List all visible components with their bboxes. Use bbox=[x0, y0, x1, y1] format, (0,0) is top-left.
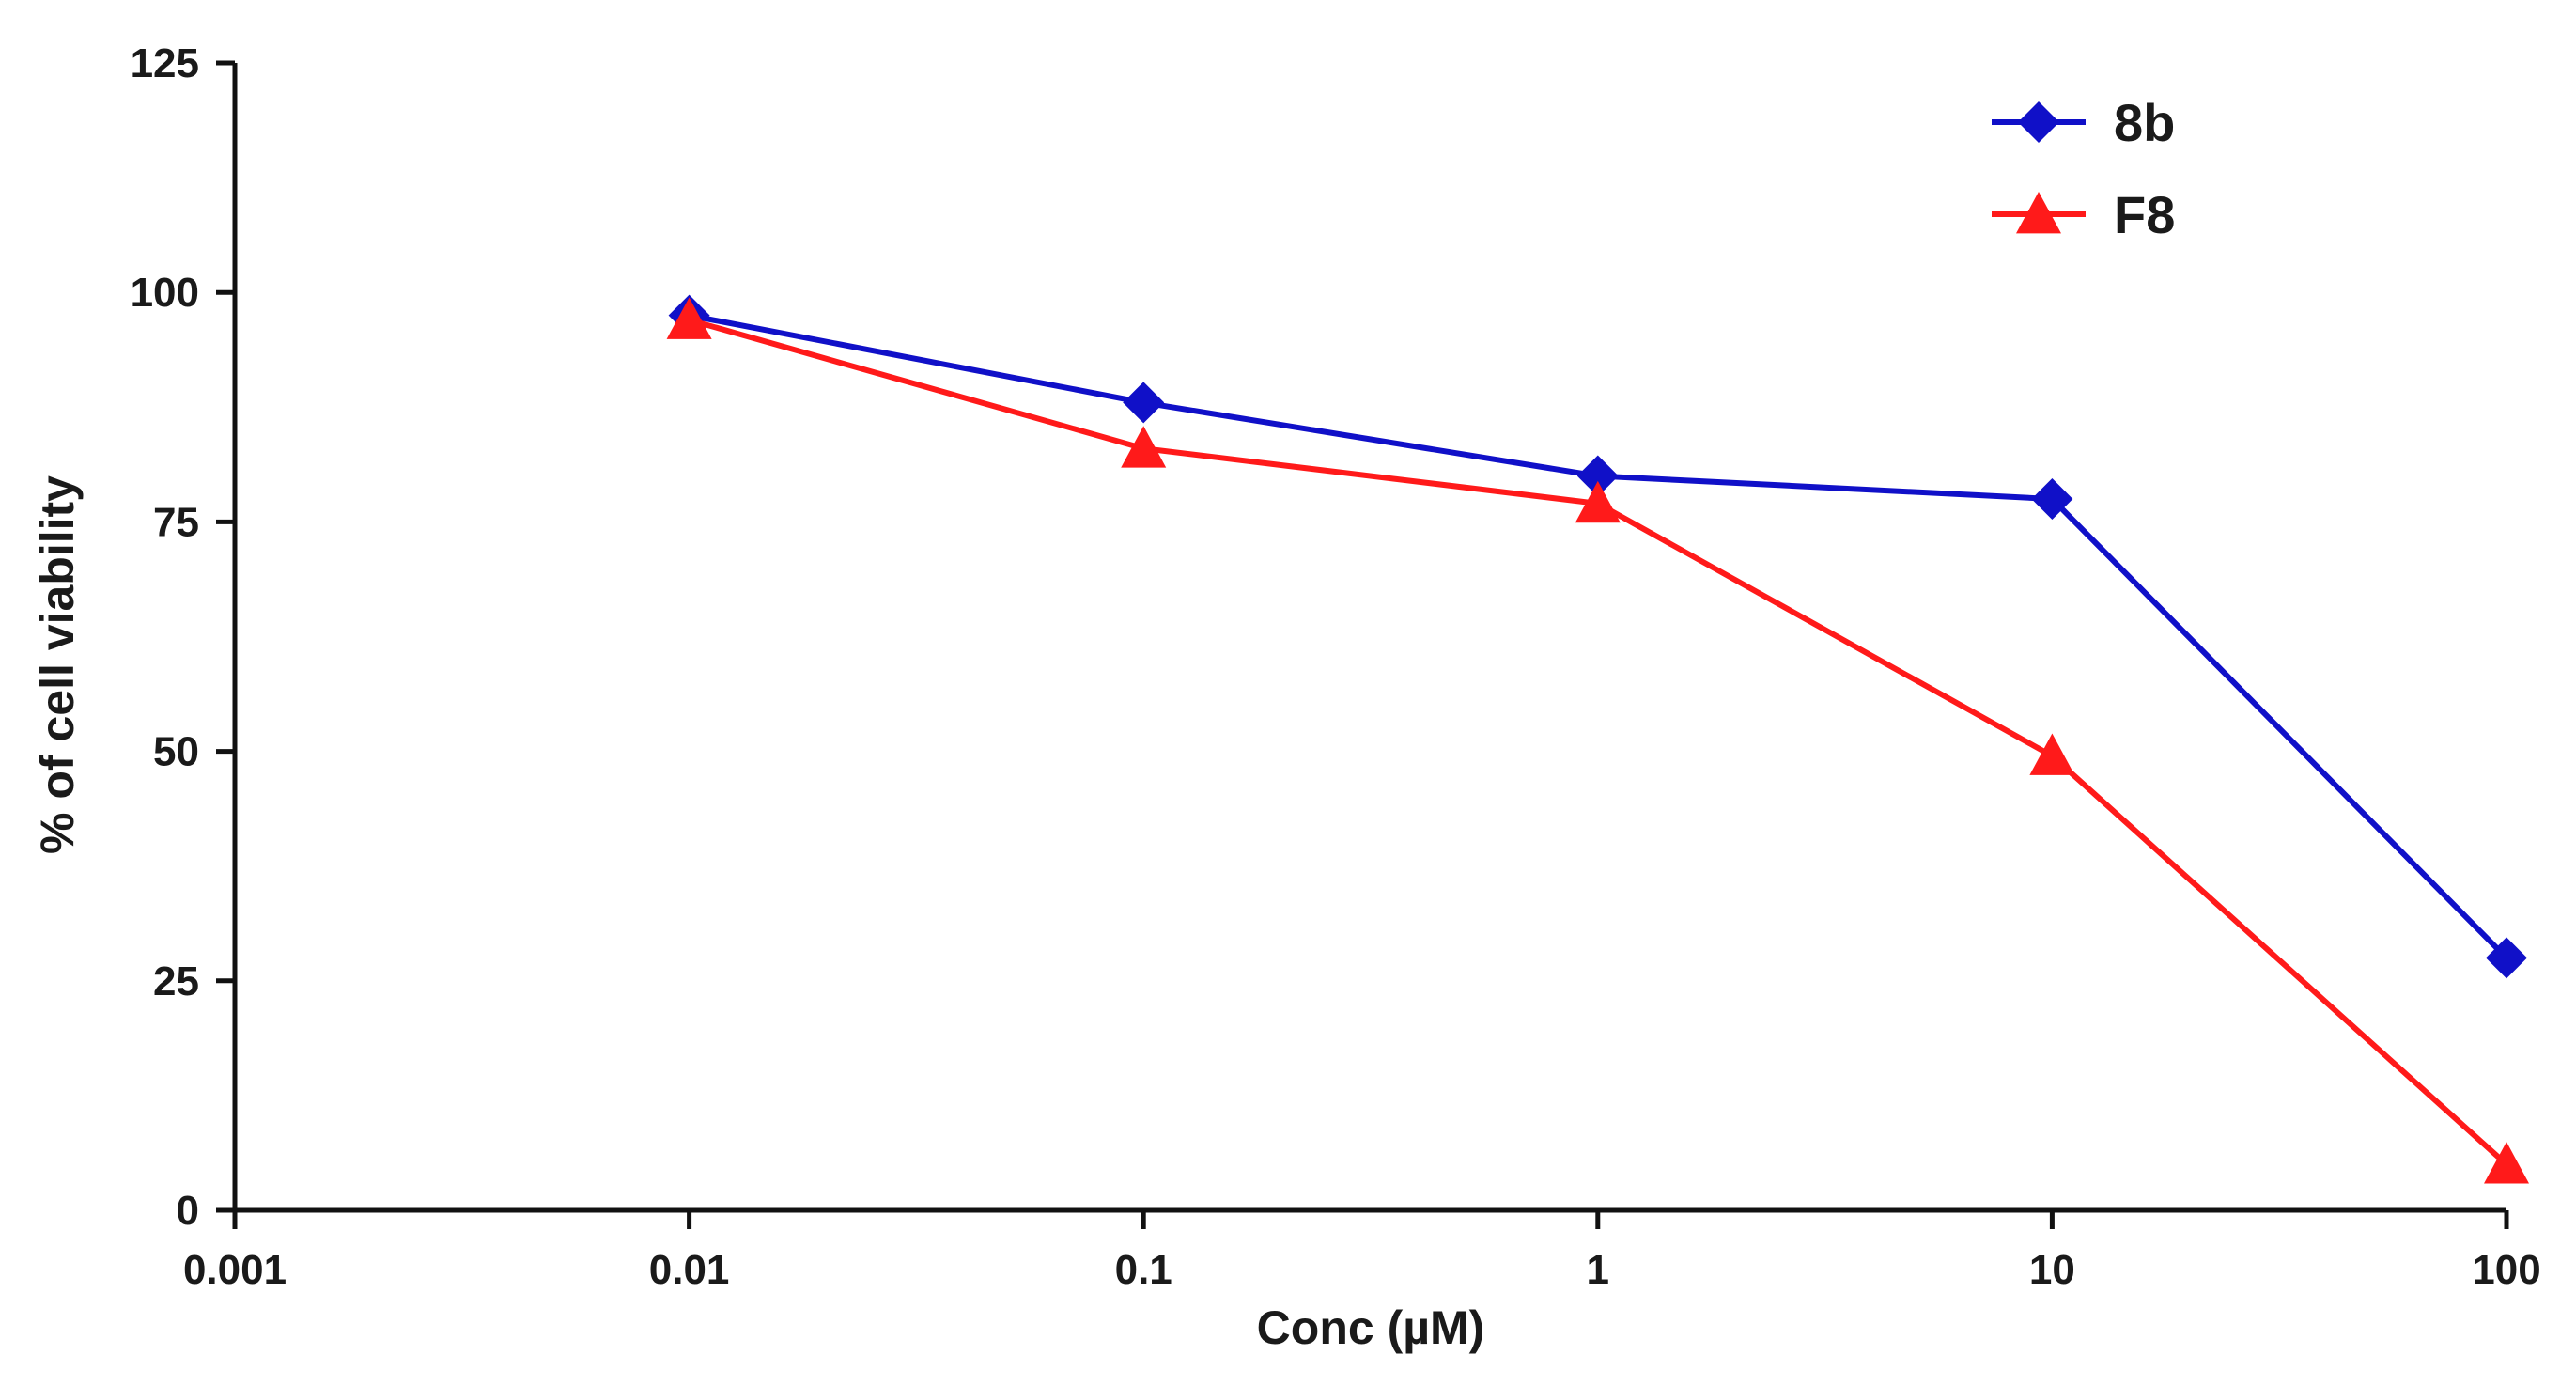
x-tick-label: 10 bbox=[2029, 1247, 2075, 1293]
legend-marker-f8 bbox=[2016, 192, 2061, 234]
x-tick-label: 0.001 bbox=[183, 1247, 287, 1293]
y-axis-title: % of cell viability bbox=[31, 475, 84, 854]
legend-label-8b: 8b bbox=[2114, 93, 2175, 152]
series-line-8b bbox=[689, 312, 2509, 960]
x-axis-title: Conc (µM) bbox=[1257, 1301, 1485, 1354]
series-f8 bbox=[666, 297, 2529, 1184]
legend-item-f8: F8 bbox=[1992, 185, 2175, 244]
axes: 0 25 50 75 100 125 0.001 0.01 0.1 1 10 100 bbox=[131, 40, 2541, 1293]
data-point-f8 bbox=[2029, 733, 2075, 775]
series-layer bbox=[666, 294, 2529, 1184]
data-point-8b bbox=[2031, 477, 2073, 520]
data-point-8b bbox=[2486, 937, 2527, 979]
legend-marker-8b bbox=[2018, 101, 2059, 143]
data-point-f8 bbox=[1121, 426, 1167, 468]
y-tick-label: 75 bbox=[153, 499, 199, 545]
data-point-f8 bbox=[666, 297, 712, 339]
y-tick-label: 125 bbox=[131, 40, 199, 86]
y-tick-label: 0 bbox=[177, 1188, 199, 1234]
series-8b bbox=[668, 294, 2527, 979]
y-tick-label: 25 bbox=[153, 958, 199, 1004]
x-tick-label: 1 bbox=[1587, 1247, 1609, 1293]
legend-label-f8: F8 bbox=[2114, 185, 2175, 244]
data-point-8b bbox=[1576, 455, 1619, 497]
x-tick-label: 100 bbox=[2472, 1247, 2540, 1293]
x-tick-label: 0.1 bbox=[1115, 1247, 1172, 1293]
y-tick-label: 50 bbox=[153, 729, 199, 775]
y-tick-label: 100 bbox=[131, 270, 199, 316]
data-point-f8 bbox=[1575, 480, 1621, 523]
series-line-f8 bbox=[688, 317, 2509, 1167]
data-point-f8 bbox=[2484, 1142, 2529, 1184]
legend: 8b F8 bbox=[1992, 93, 2175, 244]
x-tick-label: 0.01 bbox=[649, 1247, 730, 1293]
data-point-8b bbox=[1123, 382, 1165, 424]
legend-item-8b: 8b bbox=[1992, 93, 2175, 152]
